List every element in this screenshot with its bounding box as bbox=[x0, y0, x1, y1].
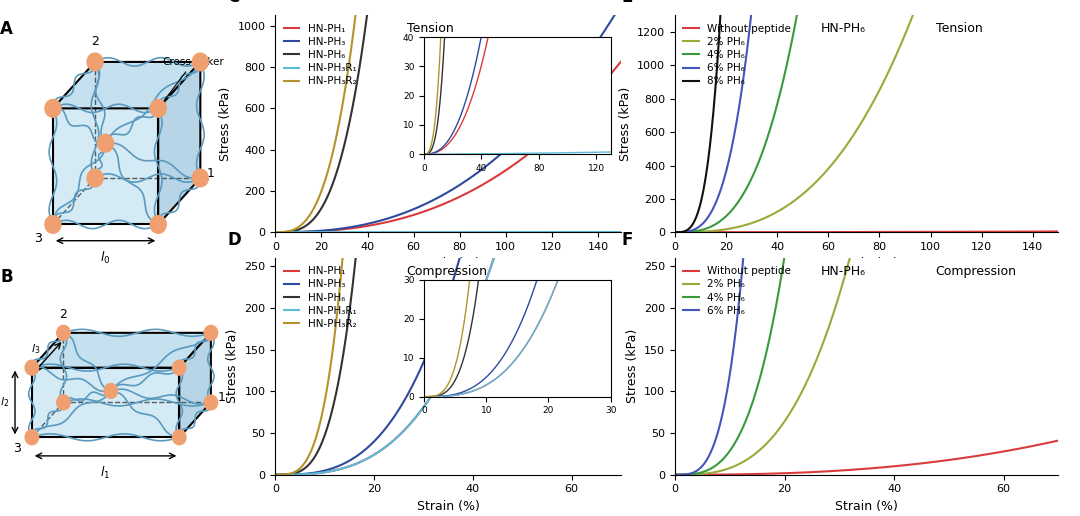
Circle shape bbox=[45, 100, 60, 117]
Circle shape bbox=[192, 169, 208, 187]
Text: D: D bbox=[227, 231, 241, 249]
Legend: HN-PH₁, HN-PH₃, HN-PH₆, HN-PH₃R₁, HN-PH₃R₂: HN-PH₁, HN-PH₃, HN-PH₆, HN-PH₃R₁, HN-PH₃… bbox=[281, 21, 360, 89]
Text: Cross-linker: Cross-linker bbox=[161, 57, 225, 105]
Text: 2: 2 bbox=[59, 308, 67, 321]
Text: Tension: Tension bbox=[935, 22, 983, 35]
Text: 2: 2 bbox=[91, 35, 99, 48]
Circle shape bbox=[150, 100, 166, 117]
Text: Compression: Compression bbox=[935, 265, 1016, 278]
Circle shape bbox=[45, 216, 60, 233]
Circle shape bbox=[25, 360, 39, 375]
Text: $l_3$: $l_3$ bbox=[31, 342, 41, 356]
X-axis label: Strain (%): Strain (%) bbox=[417, 257, 480, 270]
Circle shape bbox=[173, 430, 186, 445]
Text: HN-PH₆: HN-PH₆ bbox=[821, 22, 866, 35]
Text: $l_1$: $l_1$ bbox=[100, 465, 110, 481]
X-axis label: Strain (%): Strain (%) bbox=[417, 500, 480, 513]
Circle shape bbox=[104, 383, 118, 398]
X-axis label: Strain (%): Strain (%) bbox=[835, 257, 899, 270]
Circle shape bbox=[57, 326, 70, 340]
Text: $l_2$: $l_2$ bbox=[0, 396, 9, 409]
Polygon shape bbox=[32, 367, 179, 438]
Polygon shape bbox=[32, 333, 211, 367]
Circle shape bbox=[150, 216, 166, 233]
Text: A: A bbox=[0, 20, 13, 38]
Circle shape bbox=[192, 53, 208, 71]
Circle shape bbox=[57, 395, 70, 410]
Text: 1: 1 bbox=[217, 391, 225, 405]
X-axis label: Strain (%): Strain (%) bbox=[835, 500, 899, 513]
Circle shape bbox=[87, 169, 103, 187]
Text: Compression: Compression bbox=[407, 265, 488, 278]
Legend: HN-PH₁, HN-PH₃, HN-PH₆, HN-PH₃R₁, HN-PH₃R₂: HN-PH₁, HN-PH₃, HN-PH₆, HN-PH₃R₁, HN-PH₃… bbox=[281, 263, 360, 332]
Circle shape bbox=[97, 134, 113, 152]
Circle shape bbox=[204, 326, 217, 340]
Text: B: B bbox=[0, 268, 13, 286]
Text: 1: 1 bbox=[206, 167, 215, 180]
Text: C: C bbox=[227, 0, 240, 7]
Polygon shape bbox=[53, 62, 201, 108]
Text: Tension: Tension bbox=[407, 22, 454, 35]
Circle shape bbox=[25, 430, 39, 445]
Polygon shape bbox=[179, 333, 211, 438]
Text: E: E bbox=[621, 0, 633, 7]
Y-axis label: Stress (kPa): Stress (kPa) bbox=[625, 329, 638, 404]
Circle shape bbox=[204, 395, 217, 410]
Y-axis label: Stress (kPa): Stress (kPa) bbox=[619, 87, 632, 161]
Circle shape bbox=[87, 53, 103, 71]
Legend: Without peptide, 2% PH₆, 4% PH₆, 6% PH₆: Without peptide, 2% PH₆, 4% PH₆, 6% PH₆ bbox=[680, 263, 794, 319]
Y-axis label: Stress (kPa): Stress (kPa) bbox=[219, 87, 232, 161]
Polygon shape bbox=[159, 62, 201, 224]
Text: $l_0$: $l_0$ bbox=[100, 250, 111, 266]
Text: 3: 3 bbox=[13, 442, 21, 456]
Text: 3: 3 bbox=[35, 232, 42, 245]
Text: HN-PH₆: HN-PH₆ bbox=[821, 265, 866, 278]
Text: F: F bbox=[621, 231, 633, 249]
Circle shape bbox=[173, 360, 186, 375]
Polygon shape bbox=[53, 108, 159, 224]
Y-axis label: Stress (kPa): Stress (kPa) bbox=[226, 329, 239, 404]
Legend: Without peptide, 2% PH₆, 4% PH₆, 6% PH₆, 8% PH₆: Without peptide, 2% PH₆, 4% PH₆, 6% PH₆,… bbox=[680, 21, 794, 89]
